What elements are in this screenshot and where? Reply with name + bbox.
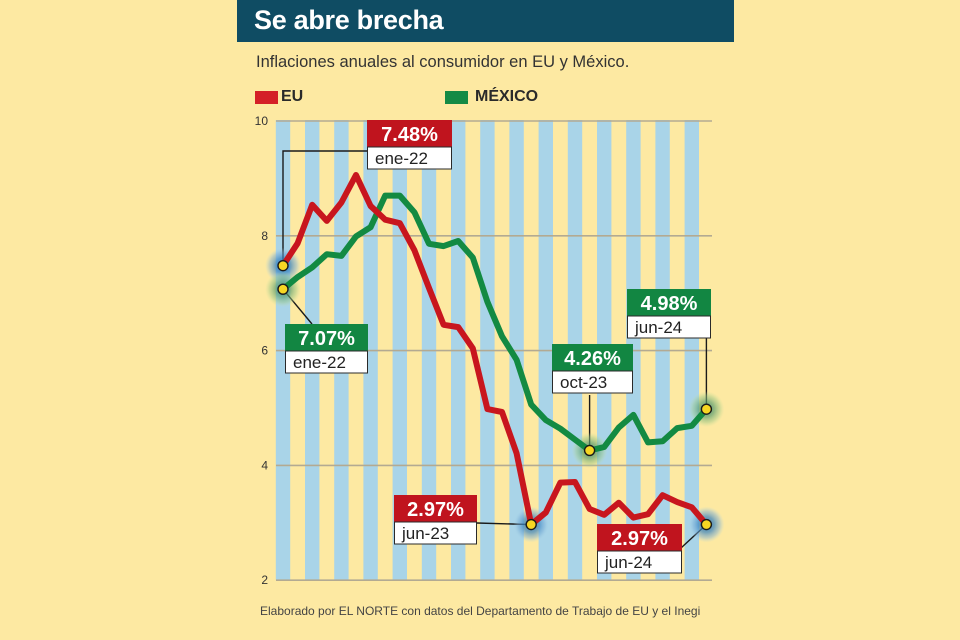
annotation-box: 4.26% oct-23 [552,344,633,394]
legend-swatch-eu [255,90,278,104]
annotation-value-bg [367,120,452,147]
annotation-date: jun-24 [604,553,652,572]
annotation-value-bg [285,324,368,351]
series-line-eu [280,172,710,528]
series-line-mexico [280,192,710,454]
annotation-date-bg [285,350,368,374]
annotation-value: 7.07% [298,328,355,350]
legend-item-mexico: MÉXICO [445,88,538,106]
y-tick-label: 2 [261,573,268,587]
annotation-date: oct-23 [560,373,607,392]
annotation-date-bg [394,521,477,545]
annotation-value: 4.26% [564,348,621,370]
annotation-marker [700,518,713,531]
legend-label-mexico: MÉXICO [475,88,539,105]
title-bar: Se abre brecha [237,0,734,42]
annotation-value-bg [552,344,633,371]
series-lines [280,172,710,528]
annotation-value-bg [627,289,711,316]
annotation-date-bg [597,550,682,574]
annotation-box: 7.48% ene-22 [367,120,452,170]
annotation-box: 2.97% jun-24 [597,524,682,574]
annotation-value: 2.97% [611,528,668,550]
annotation-value-bg [394,495,477,522]
annotations: 7.48% ene-22 7.07% ene-22 4.26% oct-23 4.98% ju… [285,120,711,574]
chart-title: Se abre brecha [254,5,444,35]
annotation-value: 7.48% [381,124,438,146]
annotation-date: jun-24 [634,318,682,337]
annotation-date-bg [367,146,452,170]
annotation-box: 7.07% ene-22 [285,324,368,374]
gridlines [276,120,712,582]
annotation-marker [525,518,537,531]
annotation-value: 2.97% [407,499,464,521]
annotation-box: 2.97% jun-23 [394,495,477,545]
annotation-date: jun-23 [401,524,449,543]
annotation-box: 4.98% jun-24 [627,289,711,339]
annotation-date: ene-22 [375,149,428,168]
legend-swatch-mexico [445,90,468,104]
annotation-value: 4.98% [641,293,698,315]
y-tick-label: 6 [261,344,268,358]
legend-label-eu: EU [281,88,304,105]
annotation-date-bg [552,370,633,394]
annotation-value-bg [597,524,682,551]
y-tick-label: 8 [261,229,268,243]
annotation-marker [277,283,289,295]
annotation-date-bg [627,315,711,339]
annotation-marker [277,259,289,272]
annotation-connector [282,150,367,266]
legend-item-eu: EU [255,88,303,106]
source-note: Elaborado por EL NORTE con datos del Dep… [260,604,701,618]
annotation-marker [583,444,596,457]
y-axis-ticks: 2 4 6 8 10 [255,114,269,587]
annotation-date: ene-22 [293,353,346,372]
point-markers [277,259,713,531]
annotation-marker [700,403,713,415]
y-tick-label: 4 [261,458,268,472]
chart-subtitle: Inflaciones anuales al consumidor en EU … [256,53,630,71]
y-tick-label: 10 [255,114,269,128]
